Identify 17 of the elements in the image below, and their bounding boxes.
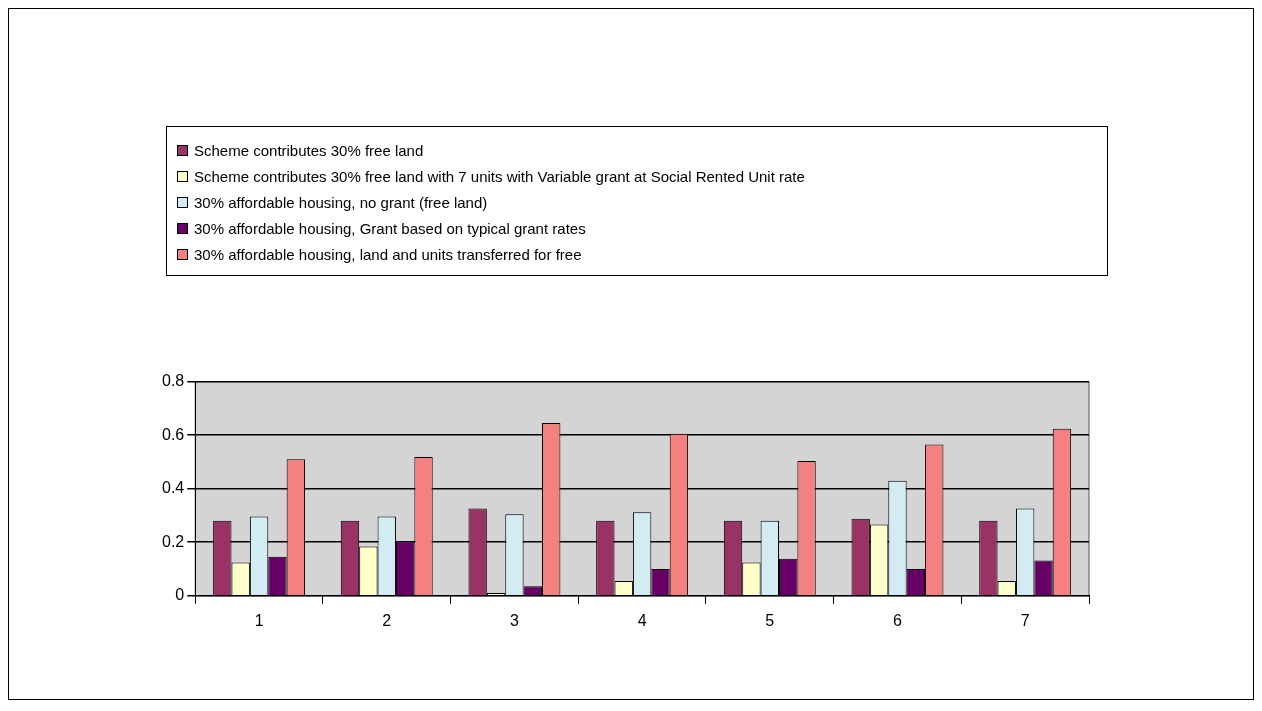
legend-label: 30% affordable housing, land and units transferred for free [194,245,582,263]
x-tick-label: 6 [893,611,903,629]
y-tick-label: 0.6 [161,425,185,443]
x-tick-label: 7 [1020,611,1030,629]
y-tick-label: 0.8 [161,372,185,390]
y-tick-label: 0.2 [161,532,185,550]
x-tick-label: 3 [509,611,519,629]
y-tick-label: 0.4 [161,479,185,497]
x-tick-label: 1 [254,611,264,629]
x-tick-label: 2 [382,611,392,629]
legend-label: 30% affordable housing, no grant (free land) [194,193,488,211]
legend-label: Scheme contributes 30% free land [194,141,424,159]
x-tick-label: 5 [765,611,775,629]
legend-label: 30% affordable housing, Grant based on typical grant rates [194,219,586,237]
x-tick-label: 4 [637,611,647,629]
y-tick-label: 0 [175,586,185,604]
legend-label: Scheme contributes 30% free land with 7 units with Variable grant at Social Rented Unit rate [194,167,805,185]
